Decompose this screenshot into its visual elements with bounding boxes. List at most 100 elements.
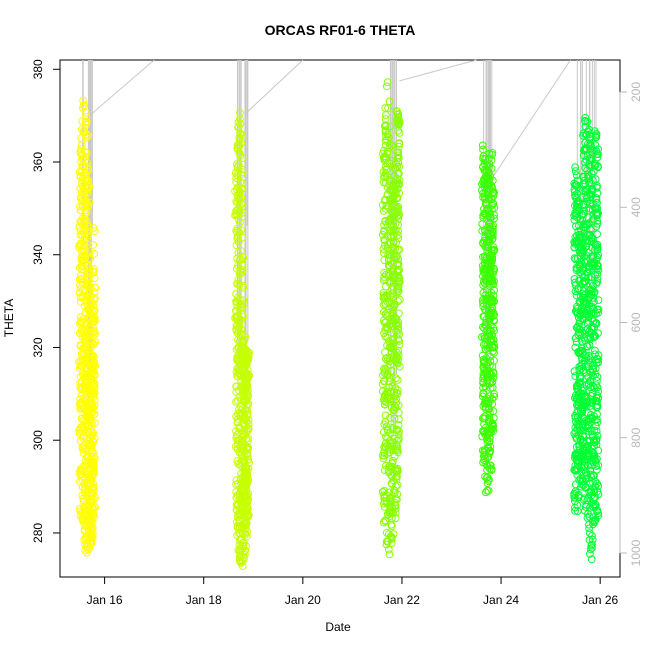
data-point [594, 509, 603, 517]
data-point [83, 162, 91, 171]
data-point [387, 366, 396, 375]
data-point [489, 427, 498, 435]
data-point [395, 309, 403, 318]
data-point [88, 351, 96, 360]
data-point [590, 289, 598, 297]
data-point [244, 353, 253, 362]
data-point [490, 277, 499, 285]
data-point [389, 456, 397, 465]
data-point [381, 122, 390, 131]
data-point [393, 426, 402, 435]
y2-tick-label: 800 [629, 427, 643, 447]
data-point [589, 297, 598, 306]
aircraft-track-lines [82, 59, 597, 456]
data-point [379, 518, 388, 527]
chart-title: ORCAS RF01-6 THETA [265, 22, 416, 38]
data-point [82, 190, 90, 199]
data-point [235, 299, 244, 308]
data-point [381, 411, 390, 420]
data-point [238, 131, 246, 140]
data-point [238, 233, 247, 242]
data-point [386, 140, 394, 148]
data-point [594, 446, 603, 455]
data-point [90, 401, 99, 410]
data-point [244, 399, 253, 408]
data-point [571, 278, 579, 287]
data-point [479, 383, 488, 392]
data-point [593, 383, 602, 392]
data-point [490, 266, 499, 274]
data-point [485, 160, 494, 168]
data-point [488, 184, 497, 193]
data-point [238, 168, 247, 177]
data-point [395, 330, 404, 339]
data-point [576, 373, 585, 382]
data-point [592, 279, 601, 288]
data-point [488, 421, 497, 430]
data-point [394, 273, 403, 282]
data-point [490, 297, 499, 306]
data-point [82, 120, 91, 129]
data-point [589, 513, 597, 522]
y2-axis: 200 400 600 800 1000 [619, 82, 643, 566]
data-point [593, 189, 602, 198]
data-point [490, 211, 499, 219]
data-point [488, 279, 497, 288]
data-point [381, 126, 390, 135]
data-point [573, 501, 582, 510]
data-point [584, 360, 592, 368]
data-point [394, 153, 403, 162]
data-point [584, 442, 593, 450]
data-point [485, 437, 494, 446]
data-point [241, 546, 250, 555]
x-tick-label: Jan 20 [285, 593, 321, 607]
data-point [488, 150, 497, 159]
data-point [238, 208, 247, 217]
data-point [394, 282, 403, 291]
data-point [490, 340, 498, 349]
data-point [91, 283, 99, 292]
data-point [488, 395, 497, 403]
data-point [485, 475, 493, 484]
data-point [385, 97, 394, 106]
data-point [584, 273, 593, 282]
data-point [87, 418, 96, 427]
data-point [488, 225, 497, 234]
data-point [243, 370, 252, 379]
series-5 [570, 113, 603, 564]
data-point [394, 401, 403, 410]
data-point [394, 148, 403, 157]
data-point [483, 365, 492, 374]
data-point [244, 444, 253, 453]
data-point [594, 351, 603, 360]
data-point [243, 427, 251, 436]
y-tick-label: 380 [31, 59, 45, 79]
data-point [235, 201, 244, 210]
data-point [588, 544, 596, 552]
data-point [581, 113, 590, 122]
data-point [573, 507, 582, 516]
data-point [391, 514, 400, 523]
data-point [395, 189, 404, 198]
data-point [238, 179, 246, 188]
data-point [233, 141, 242, 149]
data-point [90, 359, 98, 367]
data-point [89, 462, 98, 471]
data-point [241, 333, 250, 341]
data-point [91, 493, 99, 502]
data-point [490, 245, 499, 254]
data-point [383, 450, 392, 458]
data-point [383, 147, 392, 156]
y-axis: 280 300 320 340 360 380 [31, 59, 61, 543]
data-point [486, 447, 494, 455]
data-point [382, 82, 391, 91]
data-point [593, 418, 602, 427]
data-point [89, 224, 98, 232]
data-point [237, 268, 246, 277]
data-point [90, 434, 99, 443]
data-point [593, 243, 602, 252]
data-point [488, 231, 497, 240]
data-point [590, 288, 599, 296]
data-point [593, 246, 601, 254]
data-point [243, 527, 251, 536]
